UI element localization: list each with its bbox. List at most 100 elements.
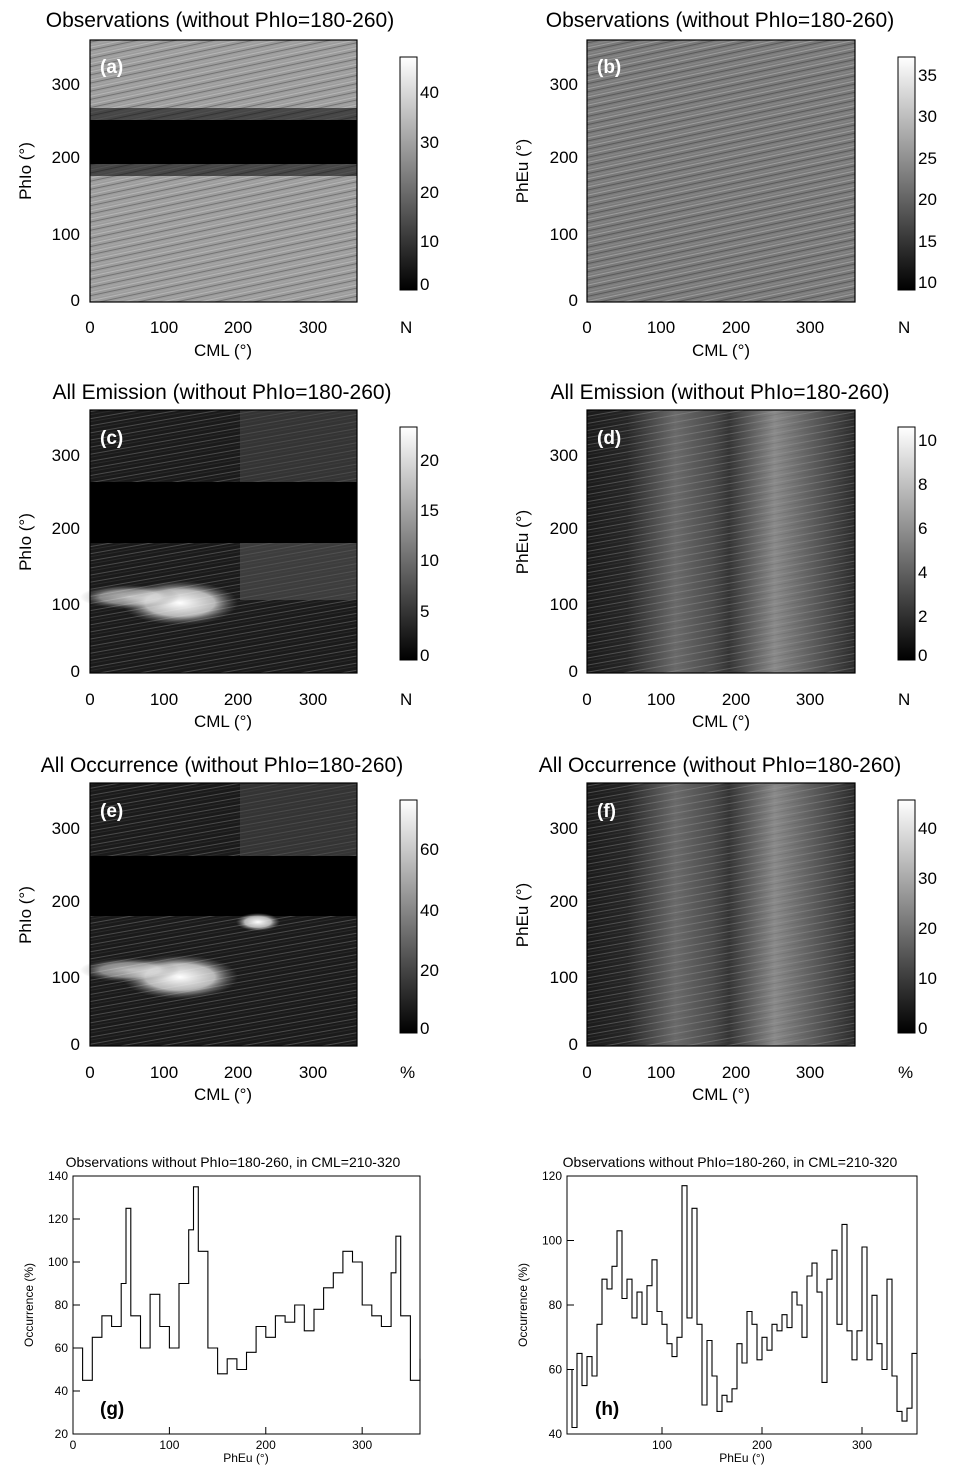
panel-c-right-block [240,543,357,600]
panel-d: All Emission (without PhIo=180-260) (d) … [513,381,937,731]
panel-e-label: (e) [100,801,123,822]
panel-b-colorbar [897,56,916,291]
panel-g-xtick-label-300: 300 [352,1438,372,1452]
panel-e-right-spot [236,913,280,931]
panel-d-label: (d) [597,428,621,449]
panel-e-hotspot-tail [80,958,180,982]
panel-a-frame [89,39,358,303]
panel-e-frame [89,782,358,1047]
panel-e-xtick-300: 300 [299,1063,327,1082]
panel-d-frame [586,409,856,674]
panel-g: Observations without PhIo=180-260, in CM… [22,1154,421,1465]
panel-g-xtick-label-200: 200 [256,1438,276,1452]
panel-b-label: (b) [597,57,621,78]
panel-d-xtick-100: 100 [647,690,675,709]
panel-b-cbtick-2: 20 [918,190,937,209]
panel-g-xtick-label-100: 100 [159,1438,179,1452]
panel-e-ytick-300: 300 [52,819,80,838]
panel-a-ytick-300: 300 [52,75,80,94]
panel-g-ytick-label-80: 80 [55,1298,69,1312]
panel-b-cbtick-1: 15 [918,232,937,251]
panel-g-ytick-label-100: 100 [48,1255,68,1269]
panel-a-band-fade-top [90,108,357,120]
panel-c-title: All Emission (without PhIo=180-260) [52,381,391,404]
panel-d-ylabel: PhEu (°) [513,510,532,574]
panel-a-ytick-200: 200 [52,148,80,167]
panel-b-ytick-0: 0 [569,291,578,310]
panel-c-frame [89,409,358,674]
panel-f-ytick-0: 0 [569,1035,578,1054]
panel-f-ytick-300: 300 [550,819,578,838]
panel-b-ytick-200: 200 [550,148,578,167]
panel-e-ytick-100: 100 [52,968,80,987]
panel-c-hotspot-tail [80,585,180,609]
panel-f-xlabel: CML (°) [692,1085,750,1104]
panel-b-title: Observations (without PhIo=180-260) [546,9,894,32]
panel-g-ytick-label-140: 140 [48,1169,68,1183]
panel-h-ytick-label-60: 60 [549,1363,563,1377]
panel-d-cbtick-3: 6 [918,519,927,538]
panel-h-xlabel: PhEu (°) [719,1451,764,1465]
panel-e-upper-right-glow [240,783,357,856]
panel-b-xtick-100: 100 [647,318,675,337]
panel-g-label: (g) [100,1399,124,1420]
panel-a-title: Observations (without PhIo=180-260) [46,9,394,32]
panel-a-cbtick-0: 0 [420,275,429,294]
panel-a-ylabel: PhIo (°) [16,142,35,200]
panel-g-axes: 0 100 200 300 20 40 60 80 100 120 140 [48,1169,373,1452]
panel-h-series-line [567,1185,917,1429]
panel-c-cbtick-3: 15 [420,501,439,520]
panel-d-xtick-300: 300 [796,690,824,709]
panel-b-xtick-300: 300 [796,318,824,337]
panel-f-cbtick-1: 10 [918,969,937,988]
panel-g-xtick-label-0: 0 [70,1438,77,1452]
panel-g-series-line [73,1186,421,1381]
panel-c-xtick-300: 300 [299,690,327,709]
panel-b-ylabel: PhEu (°) [513,139,532,203]
panel-b-xlabel: CML (°) [692,341,750,360]
panel-c-label: (c) [100,428,123,449]
panel-d-ytick-100: 100 [550,595,578,614]
panel-d-xlabel: CML (°) [692,712,750,731]
panel-d-title: All Emission (without PhIo=180-260) [550,381,889,404]
panel-g-xlabel: PhEu (°) [223,1451,268,1465]
panel-b-xtick-200: 200 [722,318,750,337]
panel-c-ytick-100: 100 [52,595,80,614]
panel-e-xlabel: CML (°) [194,1085,252,1104]
panel-d-xtick-0: 0 [582,690,591,709]
panel-c-cbtick-1: 5 [420,602,429,621]
panel-h-axes: 100 200 300 40 60 80 100 120 [542,1169,872,1452]
panel-c-colorbar [399,426,418,661]
panel-f-xtick-200: 200 [722,1063,750,1082]
panel-h-ytick-label-80: 80 [549,1298,563,1312]
panel-b-ytick-300: 300 [550,75,578,94]
panel-e-ytick-0: 0 [71,1035,80,1054]
panel-e-excluded-band [90,856,357,916]
panel-f-cbtick-3: 30 [918,869,937,888]
panel-d-cbtick-4: 8 [918,475,927,494]
panel-c-upper-right-glow [240,410,357,483]
panel-d-ytick-0: 0 [569,662,578,681]
panel-h-ytick-label-120: 120 [542,1169,562,1183]
panel-b-cbtick-0: 10 [918,273,937,292]
panel-b-heatmap-texture [587,40,855,302]
panel-d-cbtick-1: 2 [918,607,927,626]
panel-a-cbtick-2: 20 [420,183,439,202]
panel-f-cbtick-4: 40 [918,819,937,838]
panel-g-ytick-label-40: 40 [55,1384,69,1398]
panel-d-cbtick-5: 10 [918,431,937,450]
panel-f-ylabel: PhEu (°) [513,883,532,947]
panel-h-ytick-label-40: 40 [549,1427,563,1441]
panel-f-title: All Occurrence (without PhIo=180-260) [539,754,901,777]
panel-f-cbtick-0: 0 [918,1019,927,1038]
panel-f-label: (f) [597,801,616,822]
panel-g-ytick-label-60: 60 [55,1341,69,1355]
panel-e-cbtick-3: 60 [420,840,439,859]
panel-e-unit: % [400,1063,415,1082]
panel-h-xtick-label-100: 100 [652,1438,672,1452]
panel-h-ylabel: Occurrence (%) [516,1263,530,1347]
panel-a: Observations (without PhIo=180-260) (a) … [16,9,439,360]
panel-b-unit: N [898,318,910,337]
panel-h-frame [566,1175,918,1435]
panel-h: Observations without PhIo=180-260, in CM… [516,1154,918,1465]
